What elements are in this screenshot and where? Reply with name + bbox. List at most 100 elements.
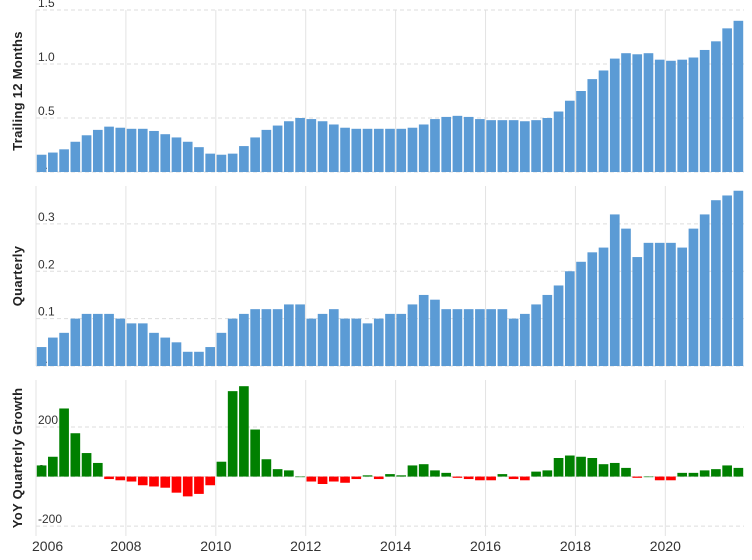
bar — [59, 408, 69, 477]
bar — [475, 476, 485, 481]
bar — [699, 214, 710, 366]
bar — [194, 476, 204, 494]
bar — [216, 154, 227, 172]
y-tick-label: 1.0 — [38, 50, 55, 64]
bar — [632, 476, 643, 478]
bar — [609, 462, 620, 477]
bar — [194, 351, 204, 366]
bar — [272, 125, 283, 172]
bar — [643, 476, 654, 478]
bar — [92, 129, 103, 172]
bar — [362, 475, 373, 477]
bar — [182, 141, 193, 172]
bar — [351, 128, 362, 172]
bar — [351, 476, 362, 480]
bar — [666, 242, 676, 366]
bar — [475, 309, 485, 366]
bar — [373, 318, 384, 366]
bar — [407, 465, 418, 477]
bar — [441, 309, 452, 366]
bar — [666, 476, 676, 481]
bar — [452, 309, 463, 366]
bar — [36, 465, 47, 477]
bar — [396, 128, 407, 172]
bar — [306, 476, 317, 482]
bar — [508, 476, 519, 480]
bar — [351, 318, 362, 366]
bar — [632, 54, 643, 172]
bar — [194, 147, 204, 172]
bar — [699, 49, 710, 172]
bar — [81, 313, 92, 366]
bar — [126, 323, 137, 366]
bar — [227, 318, 238, 366]
bar — [81, 453, 92, 477]
bar — [677, 247, 688, 366]
bar — [328, 476, 339, 482]
bar — [239, 146, 249, 172]
bar — [48, 456, 58, 477]
bar — [272, 469, 283, 477]
bar — [564, 455, 575, 477]
bar — [722, 28, 732, 172]
bar — [508, 318, 519, 366]
bar — [463, 476, 474, 480]
bar — [149, 476, 159, 487]
x-tick-label: 2010 — [200, 538, 231, 554]
bar — [497, 120, 508, 172]
bar — [160, 134, 171, 172]
bar — [564, 100, 575, 172]
bar — [609, 214, 620, 366]
bar — [92, 313, 103, 366]
bar — [317, 313, 328, 366]
bar — [418, 464, 429, 477]
bar — [598, 70, 609, 172]
y-tick-label: 0.5 — [38, 104, 55, 118]
bar — [520, 476, 530, 481]
bar — [621, 467, 631, 477]
bar — [418, 124, 429, 172]
x-tick-label: 2018 — [560, 538, 591, 554]
bar — [137, 128, 148, 172]
bar — [418, 294, 429, 366]
bar — [160, 476, 171, 488]
bar — [396, 475, 407, 477]
bar — [609, 58, 620, 172]
bar — [160, 337, 171, 366]
bar — [284, 121, 294, 172]
bar — [317, 476, 328, 484]
x-tick-label: 2020 — [650, 538, 681, 554]
bar — [632, 257, 643, 366]
bar — [711, 41, 721, 172]
bar — [149, 130, 159, 172]
bar — [104, 313, 114, 366]
bar — [250, 429, 260, 477]
bar — [677, 59, 688, 172]
x-tick-label: 2012 — [290, 538, 321, 554]
bar — [463, 116, 474, 172]
bar — [542, 294, 553, 366]
bar — [149, 332, 159, 366]
bar — [520, 313, 530, 366]
bar — [385, 128, 395, 172]
bar — [295, 118, 305, 172]
bar — [306, 119, 317, 172]
bar — [688, 57, 699, 172]
y-axis-label: YoY Quarterly Growth — [10, 388, 25, 529]
bar — [666, 60, 676, 173]
bar — [733, 467, 744, 477]
bar — [126, 128, 137, 172]
bar — [531, 120, 541, 172]
bar — [115, 476, 126, 481]
bar — [441, 116, 452, 172]
bar — [553, 111, 564, 172]
bar — [284, 470, 294, 477]
bar — [486, 309, 496, 366]
y-tick-label: 0.2 — [38, 257, 55, 271]
bar — [475, 119, 485, 172]
bar — [205, 347, 216, 366]
y-tick-label: 200 — [38, 413, 58, 427]
bar — [340, 127, 350, 172]
bar — [385, 474, 395, 477]
